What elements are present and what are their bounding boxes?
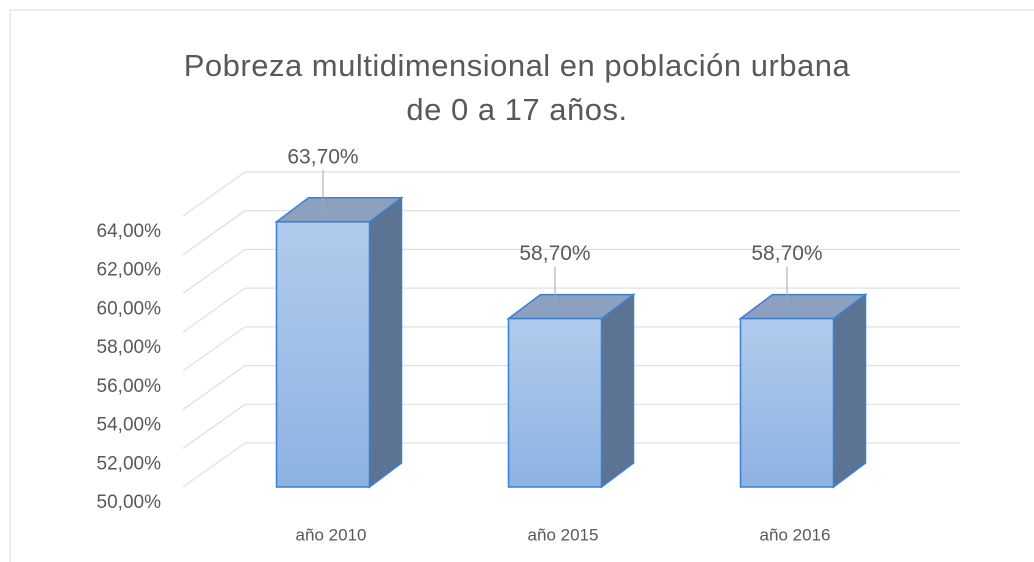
bar [739, 317, 835, 488]
x-tick-label: año 2015 [528, 525, 599, 544]
grid-line-side [182, 171, 246, 217]
y-tick-label: 52,00% [97, 453, 162, 474]
bar-side [600, 293, 635, 489]
bar-side [832, 293, 867, 489]
y-tick-label: 54,00% [97, 415, 162, 436]
grid-line-side [182, 442, 246, 488]
value-label: 58,70% [751, 242, 822, 265]
chart-title: Pobreza multidimensional en población ur… [183, 48, 851, 127]
value-label: 58,70% [519, 242, 590, 265]
grid-line-side [182, 210, 246, 256]
value-label: 63,70% [287, 145, 358, 168]
y-tick-label: 64,00% [97, 221, 162, 242]
y-tick-label: 60,00% [97, 298, 162, 319]
chart-border [9, 9, 1034, 562]
y-tick-label: 56,00% [97, 376, 162, 397]
y-tick-label: 58,00% [97, 337, 162, 358]
bar-side [368, 196, 403, 489]
grid-line-side [182, 326, 246, 372]
grid-line-side [182, 287, 246, 333]
x-tick-label: año 2010 [296, 525, 367, 544]
bar [507, 317, 603, 488]
x-tick-label: año 2016 [760, 525, 831, 544]
grid-line-side [182, 249, 246, 294]
grid-line-side [182, 403, 246, 449]
grid-line-side [182, 365, 246, 410]
bar [275, 221, 371, 488]
y-tick-label: 50,00% [97, 492, 162, 513]
y-tick-label: 62,00% [97, 260, 162, 281]
